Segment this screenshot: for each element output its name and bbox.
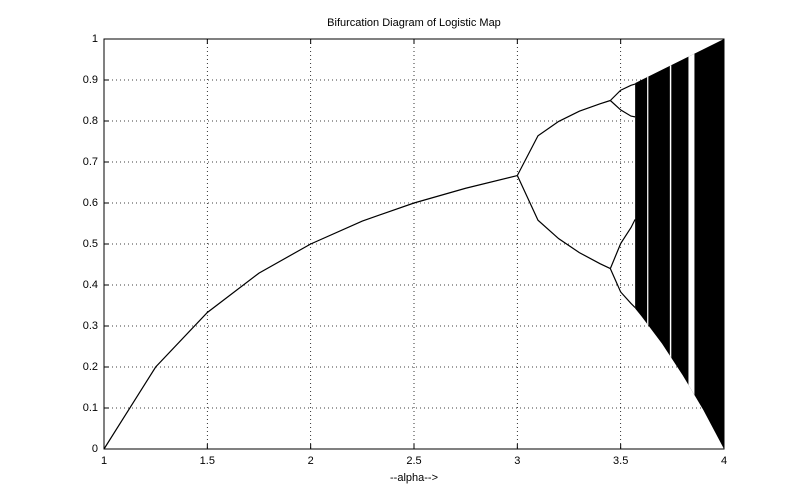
x-tick-label: 2.5	[406, 455, 421, 467]
chaos-region	[635, 39, 724, 449]
periodic-window	[669, 39, 672, 449]
x-tick-label: 1	[101, 455, 107, 467]
chart-title: Bifurcation Diagram of Logistic Map	[327, 17, 501, 29]
y-tick-label: 0.8	[83, 115, 98, 127]
y-tick-label: 0.1	[83, 402, 98, 414]
periodic-window	[647, 39, 649, 449]
y-tick-label: 0.9	[83, 74, 98, 86]
branch-line	[103, 174, 518, 450]
x-tick-label: 3.5	[613, 455, 628, 467]
branch-line	[609, 268, 636, 308]
y-tick-label: 0.5	[83, 238, 98, 250]
periodic-window	[688, 39, 695, 449]
branch-line	[609, 219, 636, 269]
branch-line	[516, 175, 611, 270]
y-tick-label: 1	[92, 33, 98, 45]
y-tick-label: 0	[92, 443, 98, 455]
y-tick-label: 0.7	[83, 156, 98, 168]
x-tick-label: 2	[308, 455, 314, 467]
x-tick-label: 1.5	[200, 455, 215, 467]
branch-line	[609, 100, 636, 118]
branch-line	[516, 99, 611, 176]
branch-line	[609, 83, 636, 101]
y-tick-label: 0.4	[83, 279, 98, 291]
y-tick-label: 0.6	[83, 197, 98, 209]
y-tick-label: 0.2	[83, 361, 98, 373]
x-axis-label: --alpha-->	[390, 472, 438, 484]
x-tick-label: 3	[514, 455, 520, 467]
x-tick-label: 4	[721, 455, 727, 467]
y-tick-label: 0.3	[83, 320, 98, 332]
